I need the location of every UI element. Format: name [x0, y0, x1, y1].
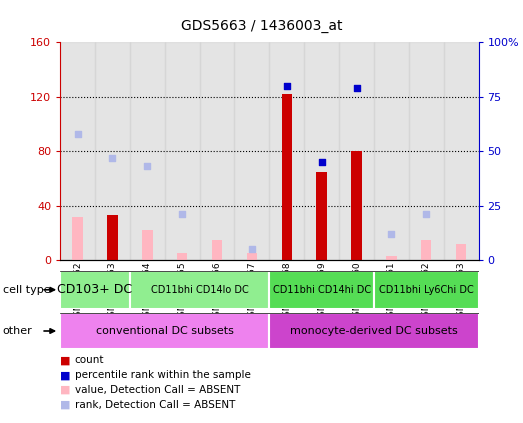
Point — [178, 211, 186, 218]
Bar — [421, 240, 431, 260]
Point — [248, 246, 256, 253]
Text: ■: ■ — [60, 370, 71, 380]
Bar — [269, 313, 479, 349]
Bar — [269, 271, 374, 309]
Bar — [316, 172, 327, 260]
Bar — [281, 94, 292, 260]
Bar — [444, 42, 479, 260]
Bar — [456, 244, 467, 260]
Text: CD11bhi CD14lo DC: CD11bhi CD14lo DC — [151, 285, 248, 295]
Point — [353, 85, 361, 91]
Text: percentile rank within the sample: percentile rank within the sample — [75, 370, 251, 380]
Bar — [60, 271, 130, 309]
Text: ■: ■ — [60, 400, 71, 410]
Bar — [95, 42, 130, 260]
Text: rank, Detection Call = ABSENT: rank, Detection Call = ABSENT — [75, 400, 235, 410]
Bar — [304, 42, 339, 260]
Text: GDS5663 / 1436003_at: GDS5663 / 1436003_at — [181, 19, 342, 33]
Bar — [212, 240, 222, 260]
Point — [387, 231, 395, 237]
Bar — [386, 256, 396, 260]
Bar — [177, 253, 187, 260]
Point — [73, 130, 82, 137]
Bar — [409, 42, 444, 260]
Text: ■: ■ — [60, 385, 71, 395]
Text: CD11bhi CD14hi DC: CD11bhi CD14hi DC — [272, 285, 371, 295]
Bar — [72, 217, 83, 260]
Bar — [165, 42, 200, 260]
Bar — [247, 253, 257, 260]
Bar — [374, 271, 479, 309]
Bar — [60, 313, 269, 349]
Bar — [269, 42, 304, 260]
Bar — [374, 42, 409, 260]
Bar — [142, 230, 153, 260]
Point — [422, 211, 430, 218]
Text: value, Detection Call = ABSENT: value, Detection Call = ABSENT — [75, 385, 240, 395]
Text: other: other — [3, 326, 32, 336]
Text: CD11bhi Ly6Chi DC: CD11bhi Ly6Chi DC — [379, 285, 474, 295]
Bar — [339, 42, 374, 260]
Bar — [60, 42, 95, 260]
Point — [108, 154, 117, 161]
Point — [282, 82, 291, 89]
Text: monocyte-derived DC subsets: monocyte-derived DC subsets — [290, 326, 458, 336]
Text: ■: ■ — [60, 355, 71, 365]
Text: conventional DC subsets: conventional DC subsets — [96, 326, 234, 336]
Text: count: count — [75, 355, 104, 365]
Text: CD103+ DC: CD103+ DC — [58, 283, 132, 296]
Bar — [200, 42, 234, 260]
Point — [317, 159, 326, 165]
Bar — [130, 42, 165, 260]
Bar — [234, 42, 269, 260]
Bar — [130, 271, 269, 309]
Bar — [351, 151, 362, 260]
Point — [143, 163, 152, 170]
Bar — [107, 215, 118, 260]
Text: cell type: cell type — [3, 285, 50, 295]
